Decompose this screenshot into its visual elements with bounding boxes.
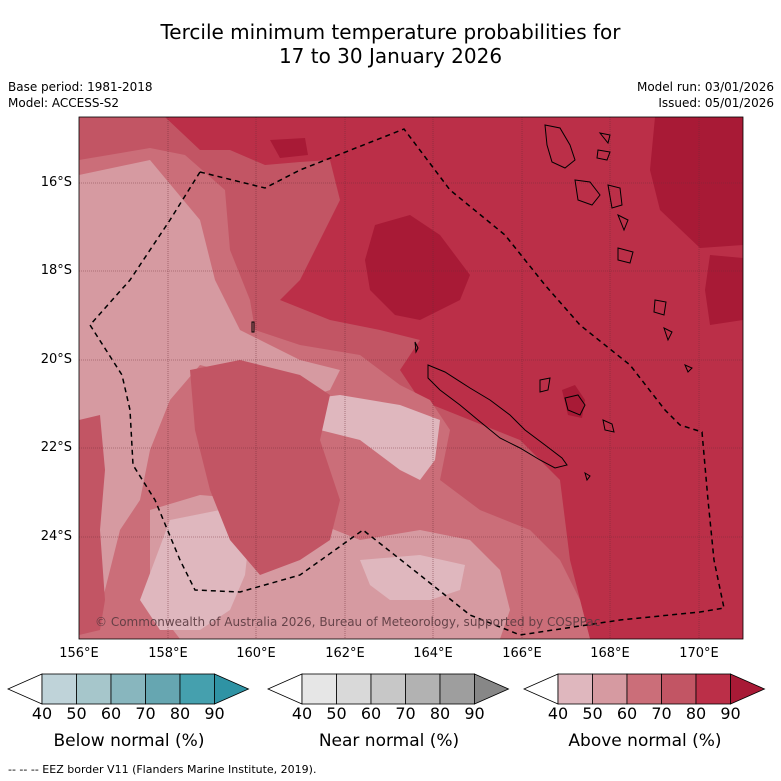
colorbar-near-segment	[301, 673, 337, 705]
region-40-50-south	[140, 510, 250, 630]
region-90-east	[650, 117, 743, 248]
title-line-1: Tercile minimum temperature probabilitie…	[160, 20, 621, 44]
new-caledonia	[427, 364, 568, 469]
colorbar-below-max-extension	[214, 673, 250, 705]
colorbar-above	[523, 673, 766, 705]
colorbar-near-tick: 70	[395, 704, 416, 723]
lon-label-162e: 162°E	[325, 646, 365, 661]
colorbar-below-segment	[41, 673, 77, 705]
title-line-2: 17 to 30 January 2026	[278, 44, 503, 68]
lat-label-16s: 16°S	[40, 175, 72, 190]
colorbar-near-segment	[336, 673, 372, 705]
graticule	[79, 117, 743, 639]
lat-label-18s: 18°S	[40, 263, 72, 278]
colorbar-below-min-extension	[7, 673, 43, 705]
colorbar-below-tick: 60	[100, 704, 122, 723]
colorbar-near	[267, 673, 510, 705]
eez-border	[89, 128, 725, 636]
vanuatu-mid	[574, 132, 629, 232]
colorbar-above-segment	[592, 673, 628, 705]
region-90-north	[270, 138, 308, 158]
colorbar-near-tick: 60	[360, 704, 382, 723]
colorbar-label-below: Below normal (%)	[53, 731, 205, 751]
lat-label-24s: 24°S	[40, 529, 72, 544]
colorbar-above-min-extension	[523, 673, 559, 705]
colorbar-below	[7, 673, 250, 705]
colorbar-label-above: Above normal (%)	[568, 731, 722, 751]
colorbars	[7, 673, 766, 705]
region-50-60-west	[79, 160, 340, 620]
colorbar-label-near: Near normal (%)	[318, 731, 460, 751]
copyright-notice: © Commonwealth of Australia 2026, Bureau…	[95, 615, 600, 629]
colorbar-near-segment	[439, 673, 475, 705]
colorbar-above-segment	[626, 673, 662, 705]
colorbar-below-segment	[110, 673, 146, 705]
colorbar-near-tick: 50	[326, 704, 347, 723]
region-70-80-southwest	[79, 415, 105, 635]
issued-date: Issued: 05/01/2026	[658, 96, 774, 110]
lon-label-166e: 166°E	[502, 646, 542, 661]
lon-label-170e: 170°E	[679, 646, 719, 661]
colorbar-above-tick: 70	[651, 704, 672, 723]
region-90-central	[365, 215, 470, 320]
colorbar-below-tick: 80	[169, 704, 191, 723]
coastlines	[251, 124, 693, 482]
region-40-50-southeast	[360, 555, 465, 600]
lat-label-20s: 20°S	[40, 352, 72, 367]
vanuatu-south	[617, 247, 673, 342]
lat-label-22s: 22°S	[40, 440, 72, 455]
colorbar-above-max-extension	[730, 673, 766, 705]
colorbar-near-tick: 80	[429, 704, 451, 723]
colorbar-above-tick: 50	[582, 704, 603, 723]
vanuatu-north	[544, 124, 576, 169]
colorbar-below-tick: 90	[204, 704, 225, 723]
colorbar-above-tick: 80	[685, 704, 707, 723]
colorbar-below-tick: 70	[135, 704, 156, 723]
small-islands	[251, 321, 693, 482]
colorbar-above-tick: 60	[616, 704, 638, 723]
loyalty-islands	[539, 377, 615, 433]
colorbar-above-tick: 40	[547, 704, 569, 723]
colorbar-above-segment	[557, 673, 593, 705]
lon-label-158e: 158°E	[148, 646, 188, 661]
colorbar-above-segment	[695, 673, 731, 705]
colorbar-near-segment	[405, 673, 441, 705]
colorbar-below-tick: 50	[66, 704, 87, 723]
colorbar-above-segment	[661, 673, 697, 705]
colorbar-near-tick: 40	[291, 704, 313, 723]
colorbar-near-max-extension	[474, 673, 510, 705]
colorbar-below-segment	[179, 673, 215, 705]
lon-label-168e: 168°E	[590, 646, 630, 661]
lon-label-160e: 160°E	[236, 646, 276, 661]
colorbar-near-min-extension	[267, 673, 303, 705]
colorbar-below-segment	[76, 673, 112, 705]
colorbar-below-segment	[145, 673, 181, 705]
colorbar-above-tick: 90	[720, 704, 741, 723]
colorbar-near-tick: 90	[464, 704, 485, 723]
region-90-far-east	[705, 255, 743, 325]
base-period: Base period: 1981-2018	[8, 80, 153, 94]
model-run: Model run: 03/01/2026	[636, 80, 774, 94]
eez-footnote: -- -- -- EEZ border V11 (Flanders Marine…	[8, 763, 317, 776]
colorbar-below-tick: 40	[31, 704, 53, 723]
lon-label-156e: 156°E	[59, 646, 99, 661]
colorbar-near-segment	[370, 673, 406, 705]
model-name: Model: ACCESS-S2	[8, 96, 120, 110]
map-frame	[78, 116, 744, 640]
region-70-80-inner	[190, 360, 340, 575]
lon-label-164e: 164°E	[413, 646, 453, 661]
